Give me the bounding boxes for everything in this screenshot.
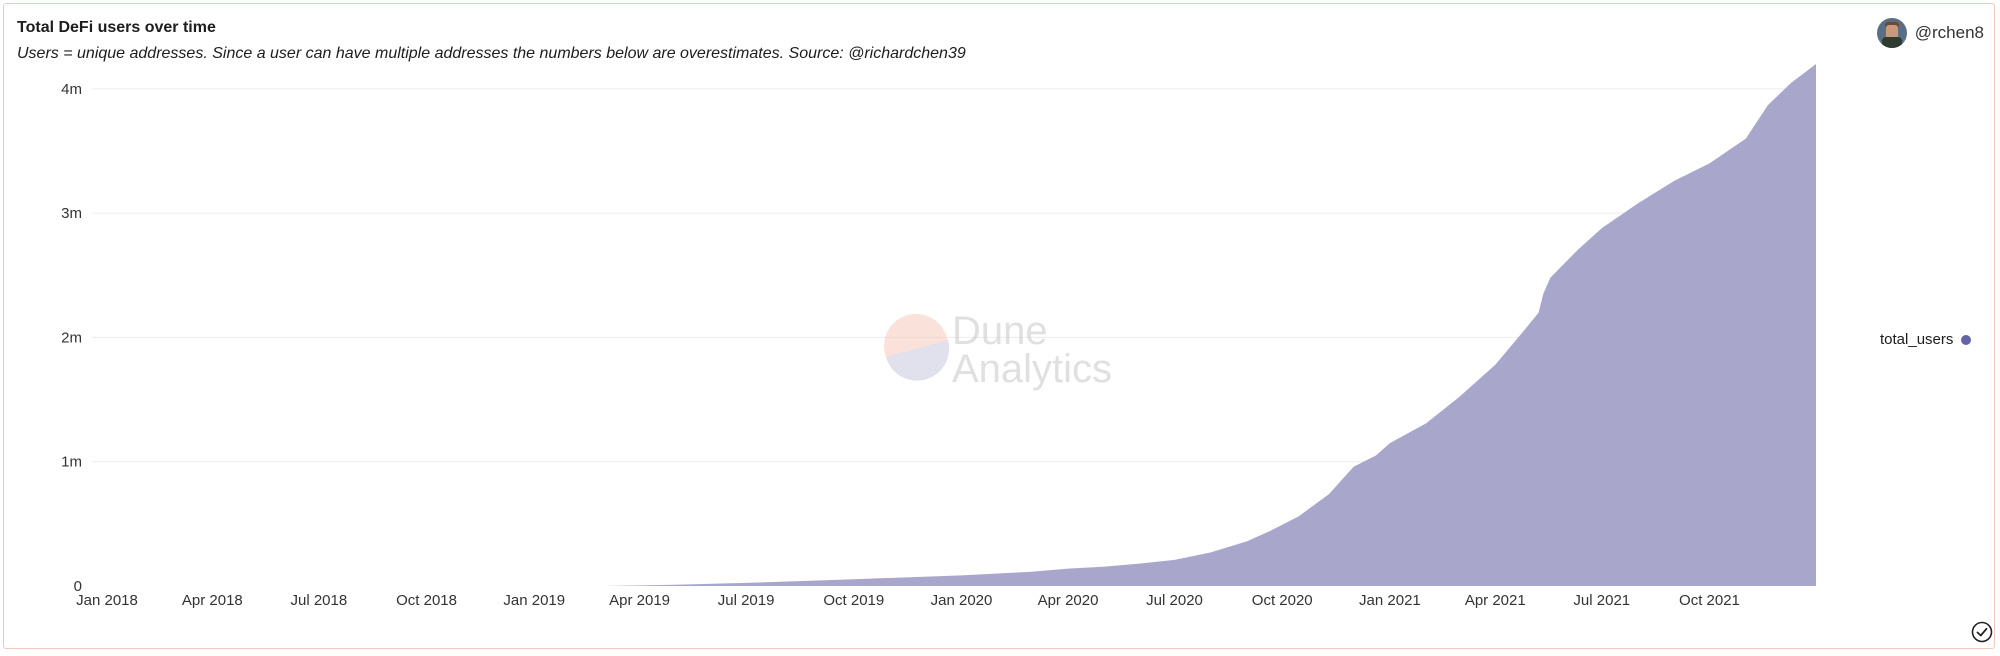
x-tick-label: Jul 2019 [718, 592, 775, 609]
x-tick-label: Apr 2020 [1038, 592, 1099, 609]
chart-title: Total DeFi users over time [17, 19, 216, 36]
watermark-logo-lower [886, 340, 950, 381]
watermark-line2: Analytics [952, 347, 1112, 391]
y-tick-label: 3m [61, 205, 82, 222]
x-tick-label: Jan 2018 [76, 592, 138, 609]
dune-analytics-watermark: Dune Analytics [884, 309, 1112, 391]
chart-card: Total DeFi users over time Users = uniqu… [3, 3, 1995, 649]
x-tick-label: Jan 2020 [931, 592, 993, 609]
y-tick-label: 2m [61, 329, 82, 346]
author-handle[interactable]: @rchen8 [1914, 23, 1984, 42]
x-tick-label: Apr 2021 [1465, 592, 1526, 609]
x-tick-label: Jul 2018 [291, 592, 348, 609]
x-tick-label: Jul 2020 [1146, 592, 1203, 609]
legend-label-total-users[interactable]: total_users [1880, 331, 1954, 348]
check-circle-icon[interactable] [1971, 621, 1993, 643]
x-tick-label: Oct 2021 [1679, 592, 1740, 609]
area-chart: Dune Analytics 0 1m 2m 3m 4m Jan 2018 Apr 201… [61, 64, 1816, 609]
y-tick-label: 0 [74, 578, 82, 595]
y-tick-label: 4m [61, 81, 82, 98]
chart-subtitle: Users = unique addresses. Since a user c… [17, 45, 966, 62]
x-tick-label: Oct 2020 [1252, 592, 1313, 609]
total-users-area [603, 64, 1816, 586]
x-tick-label: Oct 2019 [823, 592, 884, 609]
x-axis: Jan 2018 Apr 2018 Jul 2018 Oct 2018 Jan 2019… [76, 592, 1740, 609]
x-tick-label: Jan 2019 [503, 592, 565, 609]
y-axis: 0 1m 2m 3m 4m [61, 81, 82, 595]
watermark-line1: Dune [952, 309, 1048, 353]
y-tick-label: 1m [61, 454, 82, 471]
legend-marker-total-users [1961, 334, 1972, 345]
x-tick-label: Oct 2018 [396, 592, 457, 609]
avatar[interactable] [1876, 18, 1907, 48]
x-tick-label: Jan 2021 [1359, 592, 1421, 609]
x-tick-label: Apr 2019 [609, 592, 670, 609]
author-badge[interactable]: @rchen8 [1876, 18, 1984, 48]
legend[interactable]: total_users [1880, 331, 1972, 348]
x-tick-label: Jul 2021 [1573, 592, 1630, 609]
x-tick-label: Apr 2018 [182, 592, 243, 609]
